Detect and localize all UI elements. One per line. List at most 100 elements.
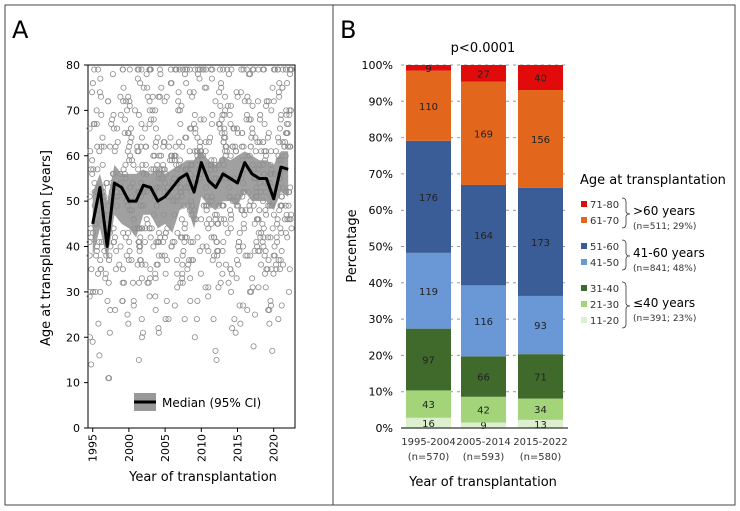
scatter-point [227,207,234,214]
scatter-point [168,152,175,159]
scatter-point [240,143,247,150]
scatter-point [273,220,280,227]
bar-segment-61-70 [518,90,563,188]
scatter-point [253,238,260,245]
scatter-point [235,238,242,245]
scatter-point [134,148,141,155]
scatter-point [168,157,175,164]
scatter-point [194,234,201,241]
scatter-point [261,252,268,259]
scatter-point [142,125,149,132]
bar-value-label: 156 [531,135,550,146]
scatter-point [94,166,101,173]
scatter-point [150,243,157,250]
scatter-point [124,148,131,155]
scatter-point [117,243,124,250]
plot-area [87,64,296,429]
scatter-point [148,225,155,232]
bar-segment-61-70 [461,81,506,185]
scatter-point [97,257,104,264]
legend-swatch-21-30 [581,301,587,307]
scatter-point [247,207,254,214]
scatter-point [127,125,134,132]
scatter-point [127,139,134,146]
scatter-point [191,111,198,118]
scatter-point [98,143,105,150]
scatter-point [240,243,247,250]
scatter-point [236,248,243,255]
scatter-point [89,80,96,87]
scatter-point [233,89,240,96]
bar-segment-71-80 [518,65,563,91]
scatter-point [123,107,130,114]
scatter-point [184,266,191,273]
scatter-point [197,116,204,123]
scatter-point [221,125,228,132]
scatter-point [284,234,291,241]
scatter-point [216,66,223,73]
scatter-point [111,148,118,155]
scatter-point [138,316,145,323]
scatter-point [177,157,184,164]
scatter-point [241,98,248,105]
x-tick-label: 1995 [87,434,100,462]
bar-value-label: 43 [422,400,435,411]
scatter-point [190,89,197,96]
legend-group-label: 41-60 years [633,246,705,260]
scatter-point [288,225,295,232]
scatter-point [242,252,249,259]
scatter-point [278,302,285,309]
scatter-point [119,297,126,304]
scatter-point [212,98,219,105]
scatter-point [167,157,174,164]
scatter-point [89,170,96,177]
scatter-point [152,270,159,277]
scatter-point [120,229,127,236]
scatter-point [276,139,283,146]
scatter-point [258,261,265,268]
scatter-point [227,266,234,273]
scatter-point [264,134,271,141]
x-tick-label: 2010 [195,434,208,462]
scatter-point [146,120,153,127]
bar-segment-51-60 [406,140,451,253]
scatter-point [177,279,184,286]
scatter-point [234,130,241,137]
scatter-point [121,116,128,123]
scatter-point [196,75,203,82]
panel-b-plot: 0%10%20%30%40%50%60%70%80%90%100%1643971… [362,59,568,463]
x-tick-label: 2000 [123,434,136,462]
scatter-point [175,89,182,96]
category-n-label: (n=580) [520,452,562,463]
scatter-point [199,66,206,73]
legend-item-label: 21-30 [590,300,619,311]
scatter-point [144,93,151,100]
legend-item-label: 41-50 [590,258,619,269]
scatter-point [217,102,224,109]
scatter-point [278,248,285,255]
scatter-point [277,225,284,232]
scatter-point [200,202,207,209]
scatter-point [182,220,189,227]
scatter-point [162,229,169,236]
scatter-point [126,98,133,105]
scatter-point [258,229,265,236]
scatter-point [278,229,285,236]
scatter-point [257,111,264,118]
scatter-point [259,238,266,245]
scatter-point [203,84,210,91]
scatter-point [130,302,137,309]
scatter-point [120,84,127,91]
bar-segment-41-50 [461,285,506,357]
scatter-point [181,225,188,232]
scatter-point [89,89,96,96]
scatter-point [96,352,103,359]
scatter-point [247,252,254,259]
scatter-point [262,284,269,291]
scatter-point [98,266,105,273]
legend-item-label: 51-60 [590,242,619,253]
scatter-point [222,261,229,268]
scatter-point [281,216,288,223]
scatter-point [157,234,164,241]
scatter-point [264,266,271,273]
